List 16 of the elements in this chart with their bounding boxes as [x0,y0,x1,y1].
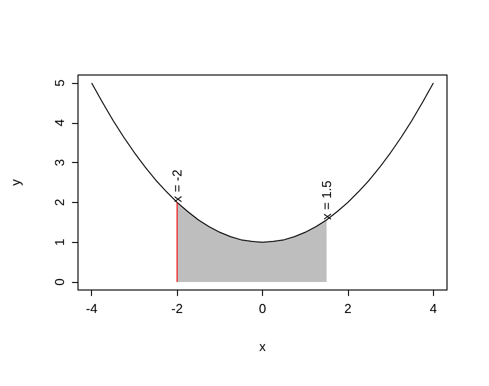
x-tick-label: 0 [258,301,266,316]
y-tick-label: 4 [52,119,67,126]
x-tick-label: -2 [171,301,183,316]
x-tick-label: -4 [86,301,98,316]
annotation: x = -2 [170,170,185,202]
annotation: x = 1.5 [319,180,334,220]
y-axis-title: y [8,178,23,186]
y-tick-label: 5 [52,79,67,87]
y-tick-label: 1 [52,238,67,246]
line-series [91,82,434,243]
y-tick-label: 3 [52,158,67,166]
y-tick-label: 0 [52,278,67,286]
y-tick-label: 2 [52,198,67,206]
x-tick-label: 4 [430,301,437,316]
x-axis-title: x [259,339,266,354]
x-tick-label: 2 [344,301,352,316]
